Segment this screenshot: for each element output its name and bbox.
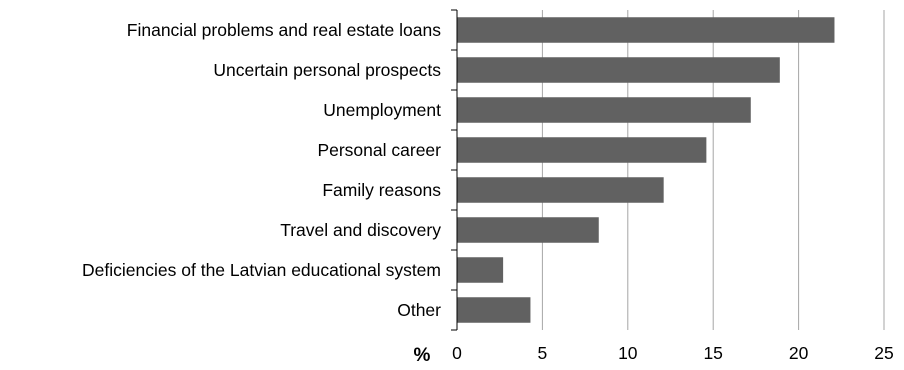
category-label: Family reasons [322,180,441,200]
category-label: Other [397,300,441,320]
x-tick-label: 5 [538,343,548,363]
bar [457,17,835,43]
x-tick-label: 15 [703,343,722,363]
x-tick-label: 25 [874,343,893,363]
bar [457,137,707,163]
x-tick-labels: 0 5 10 15 20 25 [452,343,894,363]
axes [451,9,458,331]
bar [457,217,599,243]
bar [457,297,531,323]
category-label: Financial problems and real estate loans [127,20,441,40]
category-label: Unemployment [323,100,441,120]
bar [457,257,504,283]
bar [457,177,664,203]
bar [457,57,780,83]
bar [457,97,751,123]
x-tick-label: 0 [452,343,462,363]
category-labels: Financial problems and real estate loans… [82,20,441,320]
category-label: Travel and discovery [280,220,441,240]
x-tick-label: 20 [789,343,809,363]
x-tick-label: 10 [618,343,638,363]
category-label: Personal career [317,140,441,160]
bars [457,17,835,323]
x-axis-unit-label: % [414,345,431,366]
category-label: Deficiencies of the Latvian educational … [82,260,441,280]
category-label: Uncertain personal prospects [213,60,441,80]
